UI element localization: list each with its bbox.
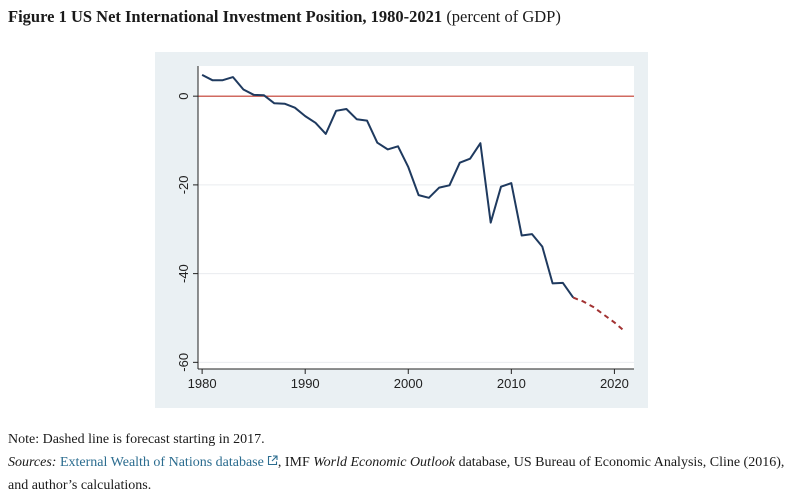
- y-tick-label: -40: [176, 264, 191, 283]
- title-bold: Figure 1 US Net International Investment…: [8, 7, 443, 26]
- page-title: Figure 1 US Net International Investment…: [8, 6, 792, 28]
- figure-notes: Note: Dashed line is forecast starting i…: [8, 428, 792, 497]
- external-wealth-link-label: External Wealth of Nations database: [59, 455, 264, 470]
- grid-lines: [198, 184, 634, 363]
- x-tick-label: 2010: [497, 376, 526, 391]
- axes: 0 -20 -40 -60 1980 1990 2000 2010 2020: [176, 66, 634, 391]
- sources-text-b: database, US Bureau of Economic Analysis…: [8, 455, 785, 493]
- sources-text: Sources: External Wealth of Nations data…: [8, 451, 792, 497]
- x-tick-label: 2020: [600, 376, 629, 391]
- x-tick-label: 1980: [188, 376, 217, 391]
- chart-panel: 0 -20 -40 -60 1980 1990 2000 2010 2020: [155, 52, 648, 408]
- plot-area: [198, 66, 634, 369]
- actual-series-line: [201, 74, 575, 299]
- external-link-icon: [267, 455, 278, 466]
- series-lines: [201, 74, 626, 333]
- chart-svg: 0 -20 -40 -60 1980 1990 2000 2010 2020: [176, 66, 634, 391]
- title-unit: (percent of GDP): [446, 7, 561, 26]
- note-text: Note: Dashed line is forecast starting i…: [8, 432, 265, 447]
- sources-label: Sources:: [8, 455, 57, 470]
- y-tick-label: 0: [176, 93, 191, 100]
- y-tick-label: -60: [176, 353, 191, 372]
- sources-text-a: , IMF: [277, 455, 314, 470]
- x-tick-label: 2000: [394, 376, 423, 391]
- weo-italic: World Economic Outlook: [313, 455, 456, 470]
- x-tick-label: 1990: [291, 376, 320, 391]
- y-tick-label: -20: [176, 175, 191, 194]
- forecast-series-line: [572, 296, 626, 333]
- external-wealth-link[interactable]: External Wealth of Nations database: [60, 455, 278, 470]
